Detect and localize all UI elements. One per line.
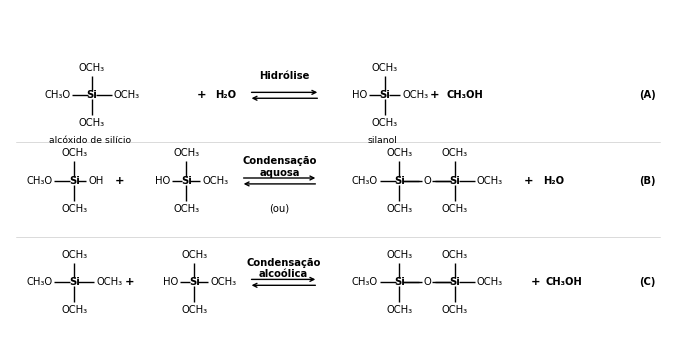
Text: Si: Si <box>394 176 405 186</box>
Text: Hidrólise: Hidrólise <box>260 70 310 80</box>
Text: OCH₃: OCH₃ <box>387 250 412 260</box>
Text: (ou): (ou) <box>270 204 289 214</box>
Text: OCH₃: OCH₃ <box>210 277 236 287</box>
Text: OCH₃: OCH₃ <box>79 118 105 128</box>
Text: alcóxido de silício: alcóxido de silício <box>49 136 131 145</box>
Text: Si: Si <box>69 176 80 186</box>
Text: OCH₃: OCH₃ <box>442 250 468 260</box>
Text: +: + <box>125 277 135 287</box>
Text: OCH₃: OCH₃ <box>372 63 397 73</box>
Text: HO: HO <box>352 90 367 100</box>
Text: silanol: silanol <box>368 136 397 145</box>
Text: CH₃O: CH₃O <box>352 176 378 186</box>
Text: Si: Si <box>450 176 460 186</box>
Text: OCH₃: OCH₃ <box>477 277 503 287</box>
Text: (C): (C) <box>639 277 656 287</box>
Text: O: O <box>423 277 431 287</box>
Text: H₂O: H₂O <box>216 90 237 100</box>
Text: Condensação: Condensação <box>242 156 316 166</box>
Text: OCH₃: OCH₃ <box>202 176 228 186</box>
Text: CH₃O: CH₃O <box>44 90 70 100</box>
Text: OH: OH <box>88 176 103 186</box>
Text: OCH₃: OCH₃ <box>181 305 208 315</box>
Text: OCH₃: OCH₃ <box>173 148 199 158</box>
Text: Si: Si <box>450 277 460 287</box>
Text: OCH₃: OCH₃ <box>79 63 105 73</box>
Text: CH₃OH: CH₃OH <box>447 90 483 100</box>
Text: (B): (B) <box>639 176 656 186</box>
Text: H₂O: H₂O <box>543 176 564 186</box>
Text: O: O <box>423 176 431 186</box>
Text: Si: Si <box>181 176 191 186</box>
Text: Si: Si <box>379 90 390 100</box>
Text: HO: HO <box>163 277 178 287</box>
Text: OCH₃: OCH₃ <box>61 305 87 315</box>
Text: Si: Si <box>189 277 199 287</box>
Text: OCH₃: OCH₃ <box>442 305 468 315</box>
Text: OCH₃: OCH₃ <box>387 204 412 214</box>
Text: CH₃O: CH₃O <box>352 277 378 287</box>
Text: OCH₃: OCH₃ <box>61 204 87 214</box>
Text: CH₃O: CH₃O <box>26 176 52 186</box>
Text: aquosa: aquosa <box>259 168 299 178</box>
Text: Condensação: Condensação <box>246 258 320 268</box>
Text: OCH₃: OCH₃ <box>96 277 122 287</box>
Text: CH₃OH: CH₃OH <box>546 277 583 287</box>
Text: alcoólica: alcoólica <box>259 269 308 279</box>
Text: (A): (A) <box>639 90 656 100</box>
Text: Si: Si <box>69 277 80 287</box>
Text: +: + <box>196 90 206 100</box>
Text: OCH₃: OCH₃ <box>61 148 87 158</box>
Text: CH₃O: CH₃O <box>26 277 52 287</box>
Text: OCH₃: OCH₃ <box>442 204 468 214</box>
Text: Si: Si <box>394 277 405 287</box>
Text: OCH₃: OCH₃ <box>372 118 397 128</box>
Text: OCH₃: OCH₃ <box>114 90 140 100</box>
Text: OCH₃: OCH₃ <box>402 90 429 100</box>
Text: OCH₃: OCH₃ <box>181 250 208 260</box>
Text: Si: Si <box>87 90 97 100</box>
Text: HO: HO <box>155 176 170 186</box>
Text: OCH₃: OCH₃ <box>387 305 412 315</box>
Text: OCH₃: OCH₃ <box>387 148 412 158</box>
Text: OCH₃: OCH₃ <box>61 250 87 260</box>
Text: +: + <box>524 176 533 186</box>
Text: +: + <box>429 90 439 100</box>
Text: OCH₃: OCH₃ <box>442 148 468 158</box>
Text: OCH₃: OCH₃ <box>173 204 199 214</box>
Text: +: + <box>115 176 124 186</box>
Text: +: + <box>531 277 540 287</box>
Text: OCH₃: OCH₃ <box>477 176 503 186</box>
